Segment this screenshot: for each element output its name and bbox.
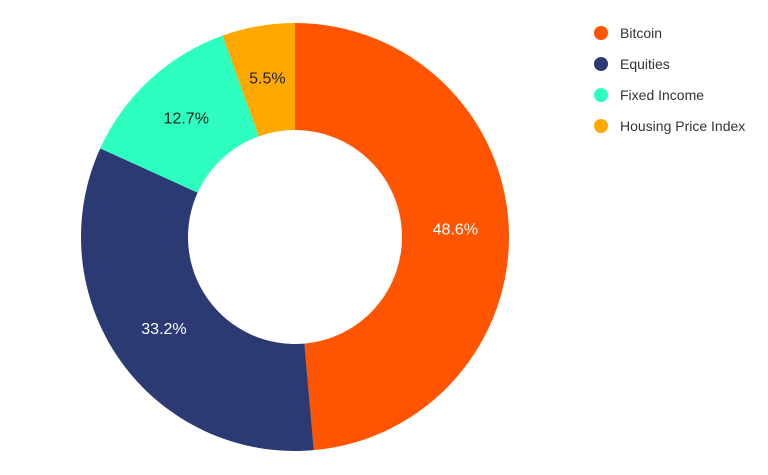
legend-label-housing-price-index: Housing Price Index xyxy=(620,118,745,134)
slice-fixed-income xyxy=(100,35,259,193)
slice-equities xyxy=(80,148,314,452)
legend-item-bitcoin: Bitcoin xyxy=(594,25,662,41)
legend-label-equities: Equities xyxy=(620,56,670,72)
legend-swatch-bitcoin xyxy=(594,26,608,40)
slice-bitcoin xyxy=(295,23,510,451)
legend-item-fixed-income: Fixed Income xyxy=(594,87,704,103)
legend: Bitcoin Equities Fixed Income Housing Price… xyxy=(594,25,745,134)
slice-label-bitcoin: 48.6% xyxy=(433,221,478,238)
legend-item-housing-price-index: Housing Price Index xyxy=(594,118,745,134)
donut-slices xyxy=(80,23,510,452)
legend-item-equities: Equities xyxy=(594,56,670,72)
slice-housing-price-index xyxy=(222,23,295,137)
legend-label-fixed-income: Fixed Income xyxy=(620,87,704,103)
slice-label-housing-price-index: 5.5% xyxy=(249,70,285,87)
legend-swatch-equities xyxy=(594,57,608,71)
legend-label-bitcoin: Bitcoin xyxy=(620,25,662,41)
legend-swatch-fixed-income xyxy=(594,88,608,102)
slice-label-fixed-income: 12.7% xyxy=(164,110,209,127)
legend-swatch-housing-price-index xyxy=(594,119,608,133)
slice-label-equities: 33.2% xyxy=(141,321,186,338)
donut-slice-labels: 48.6% 33.2% 12.7% 5.5% xyxy=(141,70,478,338)
